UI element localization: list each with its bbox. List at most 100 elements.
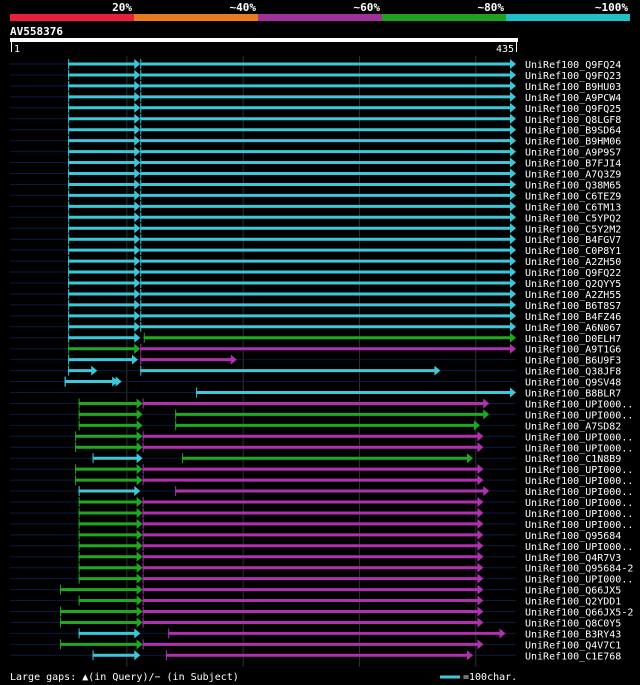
- hit-label[interactable]: UniRef100_Q9FQ24: [525, 60, 621, 71]
- hit-label[interactable]: UniRef100_C0P8Y1: [525, 246, 621, 257]
- hit-label[interactable]: UniRef100_A9T1G6: [525, 345, 621, 356]
- hit-label[interactable]: UniRef100_UPI000..: [525, 476, 633, 487]
- hit-label[interactable]: UniRef100_C5YPQ2: [525, 213, 621, 224]
- hit-row[interactable]: UniRef100_Q8LGF8: [10, 113, 621, 126]
- hit-row[interactable]: UniRef100_UPI000..: [10, 442, 633, 454]
- hit-label[interactable]: UniRef100_B3RY43: [525, 629, 621, 640]
- hit-row[interactable]: UniRef100_UPI000..: [10, 431, 633, 443]
- hit-label[interactable]: UniRef100_A2ZH55: [525, 290, 621, 301]
- hit-label[interactable]: UniRef100_A6N067: [525, 323, 621, 334]
- hit-label[interactable]: UniRef100_B8BLR7: [525, 389, 621, 400]
- hit-label[interactable]: UniRef100_A9P9S7: [525, 148, 621, 159]
- hit-row[interactable]: UniRef100_UPI000..: [10, 518, 633, 531]
- hit-row[interactable]: UniRef100_C5Y2M2: [10, 223, 621, 235]
- hit-row[interactable]: UniRef100_B4FZ46: [10, 310, 621, 323]
- hit-row[interactable]: UniRef100_A6N067: [10, 321, 621, 334]
- hit-label[interactable]: UniRef100_UPI000..: [525, 432, 633, 443]
- hit-row[interactable]: UniRef100_B9HU03: [10, 80, 621, 93]
- hit-label[interactable]: UniRef100_B6T8S7: [525, 301, 621, 312]
- hit-row[interactable]: UniRef100_UPI000..: [10, 497, 633, 509]
- hit-label[interactable]: UniRef100_Q8C0Y5: [525, 618, 621, 629]
- hit-label[interactable]: UniRef100_UPI000..: [525, 410, 633, 421]
- hit-label[interactable]: UniRef100_A2ZH50: [525, 257, 621, 268]
- hit-label[interactable]: UniRef100_D0ELH7: [525, 334, 621, 345]
- hit-label[interactable]: UniRef100_UPI000..: [525, 399, 633, 410]
- hit-label[interactable]: UniRef100_UPI000..: [525, 498, 633, 509]
- hit-row[interactable]: UniRef100_Q66JX5-2: [10, 606, 633, 619]
- hit-row[interactable]: UniRef100_Q9FQ25: [10, 102, 621, 115]
- hit-label[interactable]: UniRef100_B9HU03: [525, 82, 621, 93]
- hit-row[interactable]: UniRef100_UPI000..: [10, 573, 633, 586]
- hit-label[interactable]: UniRef100_UPI000..: [525, 520, 633, 531]
- hit-label[interactable]: UniRef100_C5Y2M2: [525, 224, 621, 235]
- hit-row[interactable]: UniRef100_Q95684: [10, 529, 621, 542]
- hit-label[interactable]: UniRef100_B6U9F3: [525, 356, 621, 367]
- hit-row[interactable]: UniRef100_UPI000..: [10, 540, 633, 553]
- hit-row[interactable]: UniRef100_Q8C0Y5: [10, 617, 621, 629]
- hit-label[interactable]: UniRef100_Q38M65: [525, 180, 621, 191]
- hit-row[interactable]: UniRef100_UPI000..: [10, 398, 633, 410]
- hit-label[interactable]: UniRef100_Q4V7C1: [525, 640, 621, 651]
- hit-label[interactable]: UniRef100_B4FGV7: [525, 235, 621, 246]
- hit-label[interactable]: UniRef100_Q9FQ22: [525, 268, 621, 279]
- hit-row[interactable]: UniRef100_B9HM06: [10, 135, 621, 148]
- hit-row[interactable]: UniRef100_C1N8B9: [10, 453, 621, 465]
- hit-row[interactable]: UniRef100_Q2YDD1: [10, 595, 621, 608]
- hit-row[interactable]: UniRef100_Q2QYY5: [10, 278, 621, 290]
- hit-label[interactable]: UniRef100_C6TEZ9: [525, 191, 621, 202]
- hit-row[interactable]: UniRef100_A9T1G6: [10, 343, 621, 356]
- hit-label[interactable]: UniRef100_Q8LGF8: [525, 115, 621, 126]
- hit-label[interactable]: UniRef100_UPI000..: [525, 542, 633, 553]
- hit-label[interactable]: UniRef100_UPI000..: [525, 465, 633, 476]
- hit-row[interactable]: UniRef100_Q9FQ22: [10, 267, 621, 279]
- hit-label[interactable]: UniRef100_Q9SV48: [525, 378, 621, 389]
- hit-row[interactable]: UniRef100_UPI000..: [10, 475, 633, 487]
- hit-label[interactable]: UniRef100_Q9FQ25: [525, 104, 621, 115]
- hit-label[interactable]: UniRef100_C1E768: [525, 651, 621, 662]
- hit-row[interactable]: UniRef100_A7Q3Z9: [10, 168, 621, 181]
- hit-row[interactable]: UniRef100_C6TM13: [10, 201, 621, 213]
- hit-label[interactable]: UniRef100_B4FZ46: [525, 312, 621, 323]
- hit-label[interactable]: UniRef100_Q38JF8: [525, 367, 621, 378]
- hit-row[interactable]: UniRef100_Q66JX5: [10, 584, 621, 597]
- hit-label[interactable]: UniRef100_B9HM06: [525, 137, 621, 148]
- hit-row[interactable]: UniRef100_C0P8Y1: [10, 245, 621, 257]
- hit-row[interactable]: UniRef100_B8BLR7: [10, 387, 621, 400]
- hit-label[interactable]: UniRef100_Q66JX5: [525, 586, 621, 597]
- hit-row[interactable]: UniRef100_C5YPQ2: [10, 212, 621, 224]
- hit-row[interactable]: UniRef100_Q38JF8: [10, 365, 621, 378]
- hit-label[interactable]: UniRef100_C1N8B9: [525, 454, 621, 465]
- hit-row[interactable]: UniRef100_B9SD64: [10, 124, 621, 137]
- hit-row[interactable]: UniRef100_B3RY43: [10, 628, 621, 640]
- hit-row[interactable]: UniRef100_B4FGV7: [10, 234, 621, 246]
- hit-row[interactable]: UniRef100_Q9SV48: [10, 376, 621, 389]
- hit-label[interactable]: UniRef100_UPI000..: [525, 487, 633, 498]
- hit-label[interactable]: UniRef100_UPI000..: [525, 509, 633, 520]
- hit-row[interactable]: UniRef100_Q9FQ24: [10, 59, 621, 71]
- hit-row[interactable]: UniRef100_A9PCW4: [10, 91, 621, 104]
- hit-row[interactable]: UniRef100_Q4R7V3: [10, 551, 621, 564]
- hit-row[interactable]: UniRef100_A9P9S7: [10, 146, 621, 159]
- hit-row[interactable]: UniRef100_Q38M65: [10, 179, 621, 191]
- hit-label[interactable]: UniRef100_B9SD64: [525, 126, 621, 137]
- hit-row[interactable]: UniRef100_Q4V7C1: [10, 639, 621, 651]
- hit-label[interactable]: UniRef100_Q4R7V3: [525, 553, 621, 564]
- hit-row[interactable]: UniRef100_UPI000..: [10, 464, 633, 476]
- hit-row[interactable]: UniRef100_C1E768: [10, 650, 621, 662]
- hit-label[interactable]: UniRef100_A7SD82: [525, 421, 621, 432]
- hit-row[interactable]: UniRef100_A2ZH50: [10, 256, 621, 268]
- hit-row[interactable]: UniRef100_B6T8S7: [10, 299, 621, 312]
- hit-label[interactable]: UniRef100_Q2YDD1: [525, 597, 621, 608]
- hit-row[interactable]: UniRef100_UPI000..: [10, 507, 633, 520]
- hit-label[interactable]: UniRef100_C6TM13: [525, 202, 621, 213]
- hit-label[interactable]: UniRef100_Q95684-2: [525, 564, 633, 575]
- hit-label[interactable]: UniRef100_Q9FQ23: [525, 71, 621, 82]
- hit-row[interactable]: UniRef100_Q95684-2: [10, 562, 633, 575]
- hit-row[interactable]: UniRef100_A7SD82: [10, 420, 621, 432]
- hit-label[interactable]: UniRef100_A7Q3Z9: [525, 170, 621, 181]
- hit-label[interactable]: UniRef100_Q2QYY5: [525, 279, 621, 290]
- hit-row[interactable]: UniRef100_D0ELH7: [10, 332, 621, 345]
- hit-row[interactable]: UniRef100_B6U9F3: [10, 354, 621, 367]
- hit-row[interactable]: UniRef100_UPI000..: [10, 409, 633, 421]
- hit-row[interactable]: UniRef100_Q9FQ23: [10, 69, 621, 82]
